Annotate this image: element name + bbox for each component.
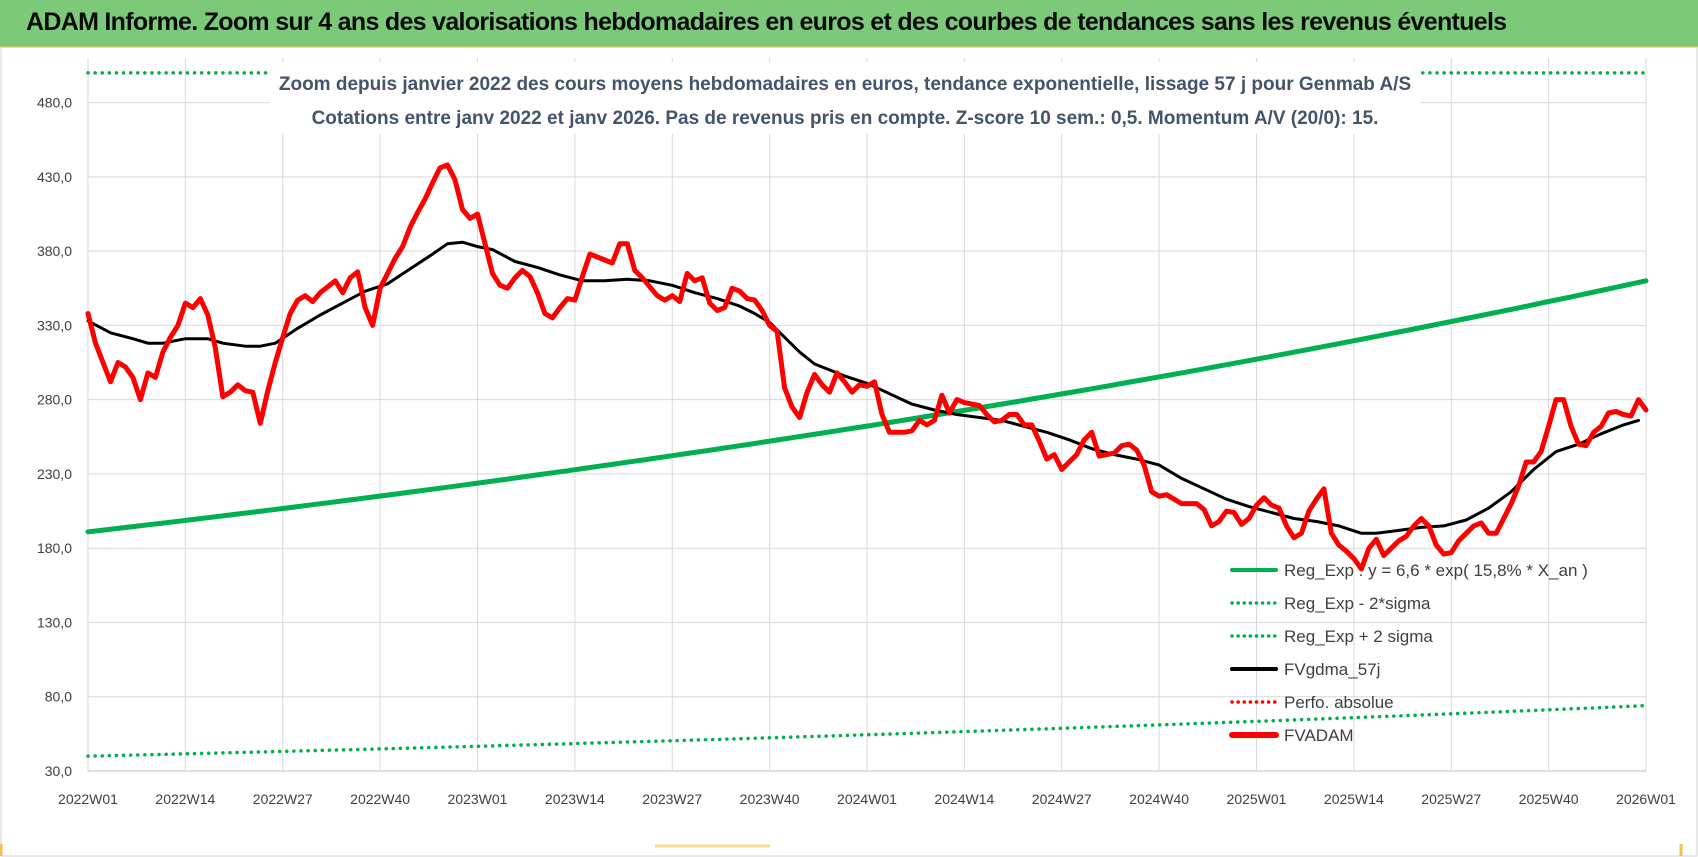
legend-label-3: FVgdma_57j — [1284, 660, 1380, 679]
y-tick-label: 330,0 — [37, 317, 72, 333]
y-tick-label: 130,0 — [37, 614, 72, 630]
x-tick-label: 2025W27 — [1421, 791, 1481, 807]
y-axis-ticks: 30,0 80,0 130,0 180,0 230,0 280,0 330,0 380,0 43… — [37, 95, 72, 779]
y-tick-label: 80,0 — [45, 689, 72, 705]
legend-label-2: Reg_Exp + 2 sigma — [1284, 627, 1433, 646]
x-tick-label: 2025W14 — [1324, 791, 1384, 807]
x-tick-label: 2025W40 — [1519, 791, 1579, 807]
x-tick-label: 2024W27 — [1032, 791, 1092, 807]
x-tick-label: 2024W14 — [934, 791, 994, 807]
x-tick-label: 2022W14 — [155, 791, 215, 807]
subtitle-box — [270, 62, 1420, 134]
x-axis-ticks: 2022W01 2022W14 2022W27 2022W40 2023W01 2023W… — [58, 791, 1676, 807]
x-tick-label: 2022W40 — [350, 791, 410, 807]
series-line-0 — [85, 278, 1649, 535]
y-tick-label: 430,0 — [37, 169, 72, 185]
series-line-1 — [86, 703, 1648, 758]
chart-subtitle-line-1: Zoom depuis janvier 2022 des cours moyen… — [279, 74, 1411, 95]
y-tick-label: 230,0 — [37, 466, 72, 482]
x-tick-label: 2023W14 — [545, 791, 605, 807]
y-tick-label: 30,0 — [45, 763, 72, 779]
x-tick-label: 2022W27 — [253, 791, 313, 807]
x-tick-label: 2023W40 — [740, 791, 800, 807]
y-tick-label: 280,0 — [37, 392, 72, 408]
x-tick-label: 2022W01 — [58, 791, 118, 807]
x-tick-label: 2024W01 — [837, 791, 897, 807]
y-tick-label: 180,0 — [37, 540, 72, 556]
vertical-gridlines — [87, 58, 1647, 771]
legend-label-1: Reg_Exp - 2*sigma — [1284, 594, 1431, 613]
x-tick-label: 2023W01 — [448, 791, 508, 807]
legend-label-4: Perfo. absolue — [1284, 693, 1394, 712]
series-line-5 — [85, 162, 1649, 572]
series-line-3 — [86, 240, 1640, 535]
legend-label-0: Reg_Exp : y = 6,6 * exp( 15,8% * X_an ) — [1284, 561, 1588, 580]
legend: Reg_Exp : y = 6,6 * exp( 15,8% * X_an ) R… — [1229, 561, 1588, 745]
x-tick-label: 2024W40 — [1129, 791, 1189, 807]
banner-title: ADAM Informe. Zoom sur 4 ans des valoris… — [26, 8, 1507, 36]
chart-subtitle-line-2: Cotations entre janv 2022 et janv 2026. … — [312, 108, 1379, 129]
x-tick-label: 2023W27 — [642, 791, 702, 807]
y-tick-label: 480,0 — [37, 95, 72, 111]
banner: ADAM Informe. Zoom sur 4 ans des valoris… — [0, 0, 1698, 48]
legend-label-5: FVADAM — [1284, 726, 1354, 745]
x-tick-label: 2025W01 — [1227, 791, 1287, 807]
x-tick-label: 2026W01 — [1616, 791, 1676, 807]
y-tick-label: 380,0 — [37, 243, 72, 259]
